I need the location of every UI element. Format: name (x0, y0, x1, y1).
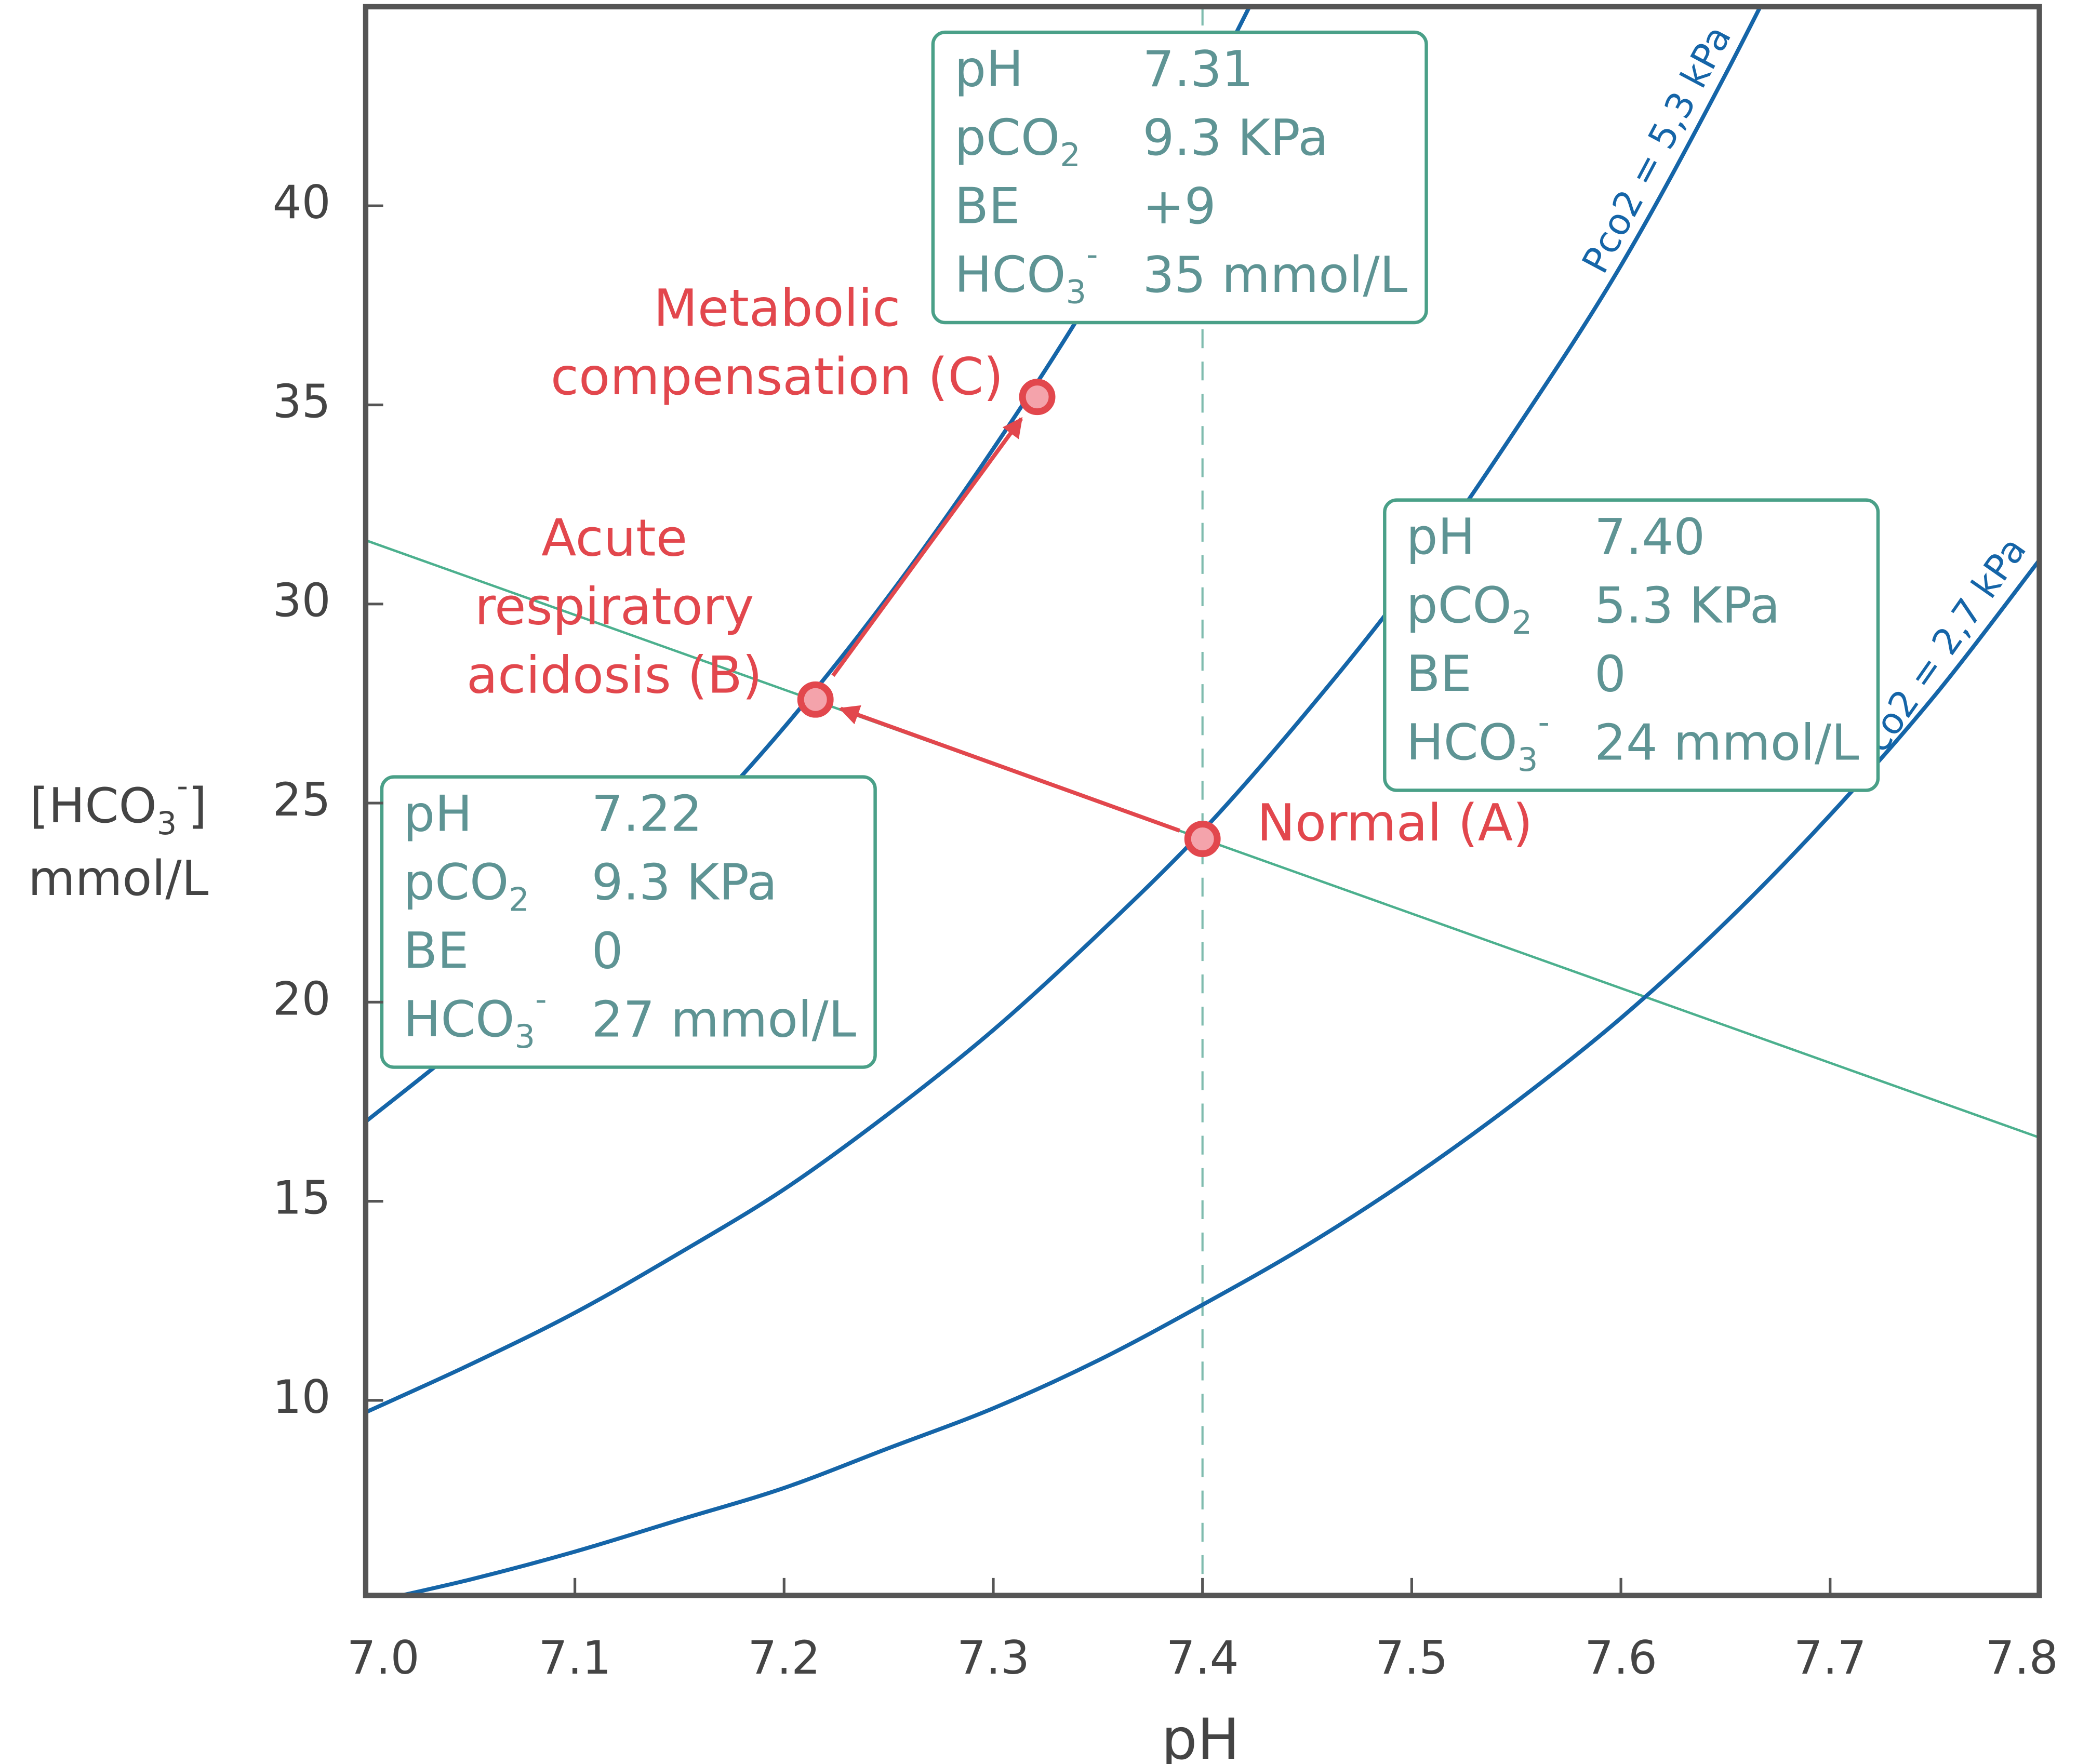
point-label: acidosis (B) (467, 646, 762, 705)
y-tick-label: 40 (273, 176, 331, 229)
y-tick-label: 25 (273, 773, 331, 826)
info-value: 9.3 KPa (1143, 109, 1329, 167)
text-part: BE (954, 177, 1020, 235)
info-box-frame (1383, 498, 1880, 792)
info-value: 0 (592, 922, 623, 980)
text-part: pCO (1406, 577, 1512, 635)
info-value: 35 mmol/L (1143, 246, 1408, 304)
info-label: HCO3- (1406, 703, 1550, 779)
info-box: pH 7.22 pCO2 9.3 KPa BE 0 HCO3- 27 mmol/L (380, 775, 877, 1069)
x-tick-label: 7.6 (1585, 1631, 1657, 1685)
x-tick-label: 7.7 (1794, 1631, 1867, 1685)
text-part: ] (188, 778, 207, 834)
subscript: 3 (1517, 741, 1538, 779)
info-value: 24 mmol/L (1594, 713, 1859, 771)
y-tick-label: 20 (273, 972, 331, 1025)
text-part: HCO (954, 246, 1066, 304)
info-label: HCO3- (954, 235, 1098, 311)
subscript: 2 (509, 880, 529, 918)
supscript: - (177, 768, 188, 804)
point-label: respiratory (475, 578, 754, 637)
text-part: HCO (1406, 713, 1517, 771)
x-tick-label: 7.8 (1986, 1631, 2058, 1685)
point-label: Normal (A) (1257, 794, 1533, 853)
x-tick-label: 7.3 (957, 1631, 1030, 1685)
point-label: Acute (541, 509, 687, 568)
info-label: HCO3- (403, 980, 547, 1055)
arrow (831, 417, 1023, 677)
x-axis-title: pH (1161, 1706, 1240, 1764)
data-point (1019, 379, 1056, 416)
series-line (392, 559, 2040, 1596)
subscript: 3 (157, 805, 177, 841)
subscript: 2 (1060, 136, 1081, 174)
info-value: 5.3 KPa (1594, 577, 1780, 635)
supscript: - (535, 980, 547, 1018)
info-label: pH (1406, 508, 1475, 566)
info-value: 27 mmol/L (592, 991, 857, 1049)
info-label: pH (954, 40, 1023, 98)
arrow (838, 705, 1181, 833)
series-line (365, 6, 1763, 1414)
subscript: 3 (515, 1018, 536, 1055)
info-label: pCO2 (403, 853, 529, 919)
info-box: pH 7.31 pCO2 9.3 KPa BE +9 HCO3- 35 mmol/L (931, 30, 1428, 325)
x-tick-label: 7.0 (347, 1631, 420, 1685)
info-label: pCO2 (954, 109, 1081, 174)
text-part: BE (403, 922, 469, 980)
y-axis-title: [HCO3-] (30, 768, 207, 841)
point-label: Metabolic (654, 279, 900, 338)
curve-label: Pco2 = 5,3 kPa (1574, 19, 1740, 280)
text-part: HCO (403, 991, 514, 1049)
y-axis-title: mmol/L (28, 850, 209, 906)
y-tick-label: 10 (273, 1370, 331, 1424)
info-label: BE (403, 922, 469, 980)
info-value: 0 (1594, 645, 1626, 703)
info-label: pCO2 (1406, 577, 1533, 642)
info-box: pH 7.40 pCO2 5.3 KPa BE 0 HCO3- 24 mmol/L (1383, 498, 1880, 792)
supscript: - (1086, 235, 1098, 273)
x-tick-label: 7.4 (1166, 1631, 1239, 1685)
text-part: pH (954, 40, 1023, 98)
y-tick-label: 35 (273, 375, 331, 428)
subscript: 2 (1512, 604, 1533, 642)
info-value: +9 (1143, 177, 1216, 235)
x-tick-label: 7.2 (748, 1631, 820, 1685)
supscript: - (1538, 703, 1549, 741)
subscript: 3 (1066, 273, 1086, 311)
x-tick-label: 7.1 (539, 1631, 611, 1685)
y-tick-label: 30 (273, 574, 331, 627)
info-box-frame (380, 775, 877, 1069)
info-value: 9.3 KPa (592, 853, 778, 912)
info-value: 7.31 (1143, 40, 1254, 98)
info-label: BE (954, 177, 1020, 235)
data-point (797, 681, 834, 718)
x-tick-label: 7.5 (1375, 1631, 1448, 1685)
data-point (1184, 821, 1221, 857)
info-label: pH (403, 785, 472, 843)
text-part: BE (1406, 645, 1472, 703)
info-value: 7.22 (592, 785, 702, 843)
y-tick-label: 15 (273, 1171, 331, 1225)
text-part: [HCO (30, 778, 157, 834)
text-part: pCO (954, 109, 1060, 167)
text-part: pH (1406, 508, 1475, 566)
text-part: pCO (403, 853, 509, 912)
info-box-frame (931, 30, 1428, 325)
text-part: pH (403, 785, 472, 843)
info-value: 7.40 (1594, 508, 1705, 566)
point-label: compensation (C) (551, 348, 1004, 407)
info-label: BE (1406, 645, 1472, 703)
